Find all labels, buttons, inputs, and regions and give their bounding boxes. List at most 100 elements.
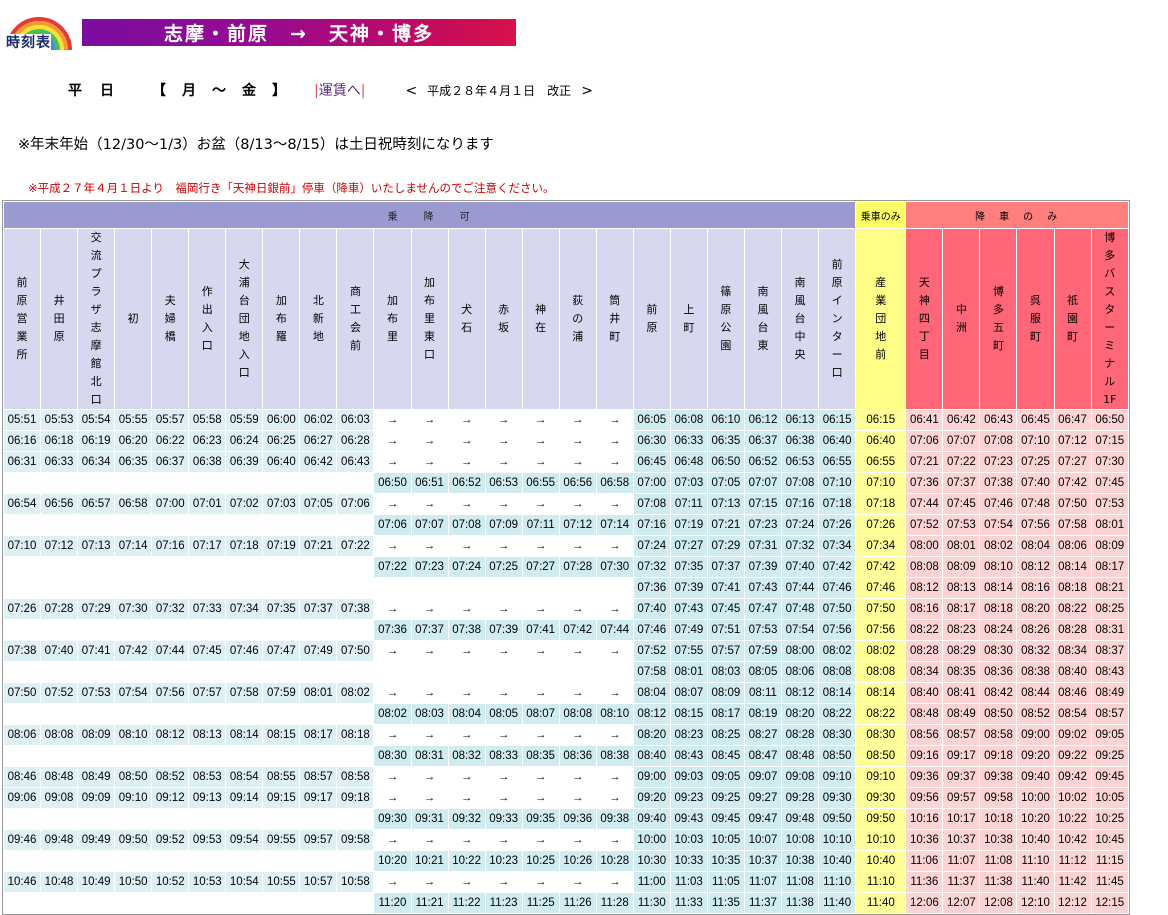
empty-cell: [41, 515, 78, 535]
pass-arrow: →: [448, 830, 485, 850]
timetable-row: 09:46 09:48 09:49 09:50 09:52 09:53 09:54 09:55…: [4, 830, 1128, 850]
stop-name: 大浦台団地入口: [238, 258, 250, 379]
alighting-only-time: 08:37: [1091, 641, 1128, 661]
empty-cell: [78, 515, 115, 535]
time-cell: 08:20: [781, 704, 819, 724]
pass-arrow: →: [596, 641, 633, 661]
alighting-only-time: 08:58: [980, 725, 1017, 745]
pass-arrow: →: [411, 683, 448, 703]
time-cell: 07:36: [374, 620, 411, 640]
alighting-only-time: 08:18: [1054, 578, 1091, 598]
time-cell: 06:48: [670, 452, 707, 472]
time-cell: 07:57: [707, 641, 744, 661]
alighting-only-time: 08:24: [980, 620, 1017, 640]
time-cell: 06:33: [670, 431, 707, 451]
timetable-row: 07:50 07:52 07:53 07:54 07:56 07:57 07:58 07:59…: [4, 683, 1128, 703]
empty-cell: [78, 746, 115, 766]
pass-arrow: →: [448, 725, 485, 745]
time-cell: 09:35: [522, 809, 559, 829]
empty-cell: [374, 662, 411, 682]
time-cell: 06:22: [152, 431, 189, 451]
alighting-only-time: 07:53: [1091, 494, 1128, 514]
empty-cell: [263, 851, 300, 871]
time-cell: 09:27: [744, 788, 781, 808]
next-revision-button[interactable]: >: [581, 82, 593, 99]
empty-cell: [78, 662, 115, 682]
alighting-only-time: 08:25: [1091, 599, 1128, 619]
time-cell: 09:36: [559, 809, 596, 829]
time-cell: 06:02: [300, 410, 337, 430]
boarding-only-time: 09:50: [856, 809, 906, 829]
empty-cell: [226, 473, 263, 493]
time-cell: 07:38: [337, 599, 374, 619]
empty-cell: [337, 746, 374, 766]
empty-cell: [337, 851, 374, 871]
time-cell: 09:32: [448, 809, 485, 829]
time-cell: 07:21: [707, 515, 744, 535]
alighting-only-time: 10:00: [1017, 788, 1054, 808]
stop-name: 南風台東: [757, 285, 769, 352]
boarding-only-time: 08:30: [856, 725, 906, 745]
boarding-only-time: 08:14: [856, 683, 906, 703]
boarding-only-time: 07:10: [856, 473, 906, 493]
empty-cell: [263, 515, 300, 535]
time-cell: 05:59: [226, 410, 263, 430]
empty-cell: [300, 746, 337, 766]
boarding-only-time: 08:50: [856, 746, 906, 766]
pass-arrow: →: [559, 830, 596, 850]
alighting-only-time: 07:46: [980, 494, 1017, 514]
pass-arrow: →: [374, 494, 411, 514]
time-cell: 07:47: [263, 641, 300, 661]
pass-arrow: →: [448, 536, 485, 556]
pass-arrow: →: [411, 767, 448, 787]
time-cell: 08:10: [596, 704, 633, 724]
alighting-only-time: 06:42: [943, 410, 980, 430]
time-cell: 07:35: [670, 557, 707, 577]
time-cell: 06:28: [337, 431, 374, 451]
time-cell: 09:20: [633, 788, 670, 808]
time-cell: 08:47: [744, 746, 781, 766]
time-cell: 08:48: [41, 767, 78, 787]
time-cell: 09:38: [596, 809, 633, 829]
stop-name: 篠原公園: [720, 285, 732, 352]
fare-link[interactable]: 運賃へ: [318, 83, 361, 99]
boarding-only-time: 10:40: [856, 851, 906, 871]
empty-cell: [78, 473, 115, 493]
empty-cell: [4, 746, 41, 766]
time-cell: 06:30: [633, 431, 670, 451]
time-cell: 07:55: [670, 641, 707, 661]
alighting-only-time: 07:37: [943, 473, 980, 493]
stop-name: 天神四丁目: [918, 276, 930, 361]
pass-arrow: →: [596, 872, 633, 892]
time-cell: 06:37: [152, 452, 189, 472]
time-cell: 10:57: [300, 872, 337, 892]
time-cell: 07:27: [670, 536, 707, 556]
time-cell: 07:00: [633, 473, 670, 493]
time-cell: 11:25: [522, 893, 559, 913]
time-cell: 07:53: [744, 620, 781, 640]
time-cell: 09:09: [78, 788, 115, 808]
time-cell: 07:19: [670, 515, 707, 535]
stop-header: 商工会前: [337, 229, 374, 409]
time-cell: 09:12: [152, 788, 189, 808]
empty-cell: [300, 662, 337, 682]
time-cell: 07:40: [41, 641, 78, 661]
prev-revision-button[interactable]: <: [405, 82, 418, 99]
pass-arrow: →: [485, 767, 522, 787]
time-cell: 07:58: [633, 662, 670, 682]
empty-cell: [41, 557, 78, 577]
pass-arrow: →: [448, 410, 485, 430]
time-cell: 06:38: [781, 431, 819, 451]
boarding-only-time: 08:08: [856, 662, 906, 682]
alighting-only-time: 08:16: [1017, 578, 1054, 598]
alighting-only-time: 07:50: [1054, 494, 1091, 514]
time-cell: 09:31: [411, 809, 448, 829]
stop-name: 加布里: [386, 294, 398, 343]
alighting-only-time: 07:56: [1017, 515, 1054, 535]
pass-arrow: →: [522, 641, 559, 661]
time-cell: 06:13: [781, 410, 819, 430]
empty-cell: [337, 578, 374, 598]
time-cell: 07:05: [707, 473, 744, 493]
alighting-only-time: 08:34: [906, 662, 943, 682]
time-cell: 07:29: [78, 599, 115, 619]
